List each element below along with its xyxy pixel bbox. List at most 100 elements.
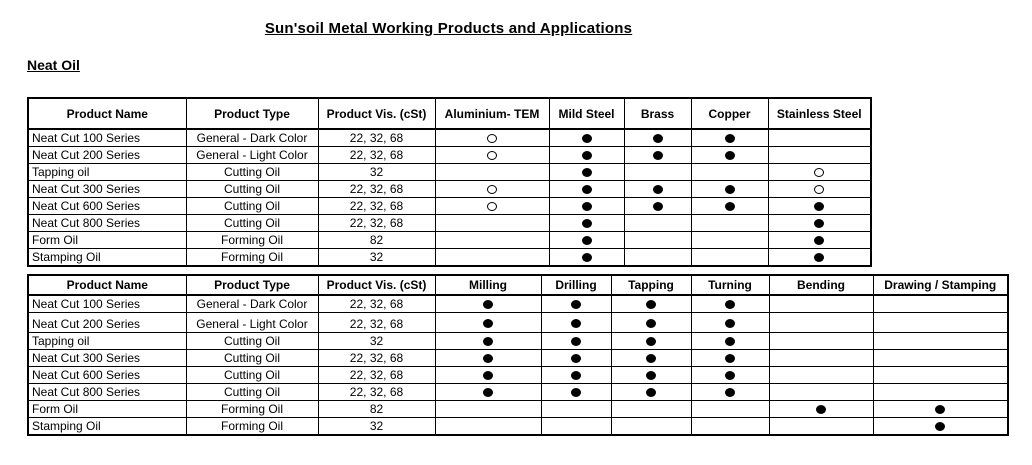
marker-cell [690,332,770,350]
column-header: Product Vis. (cSt) [317,97,436,130]
filled-circle-icon [571,300,581,310]
marker-cell [540,294,612,313]
marker-cell [768,417,874,436]
filled-circle-icon [581,185,592,195]
filled-circle-icon [483,371,493,381]
marker-cell [690,248,769,267]
product-type-cell: Forming Oil [185,248,319,267]
filled-circle-icon [571,388,581,398]
filled-circle-icon [571,337,581,347]
product-name-cell: Tapping oil [27,163,187,181]
marker-cell [690,400,770,418]
product-type-cell: Forming Oil [185,417,319,436]
filled-circle-icon [652,202,663,212]
product-type-cell: Cutting Oil [185,366,319,384]
product-viscosity-cell: 32 [317,248,436,267]
marker-cell [768,312,874,333]
marker-cell [434,332,542,350]
filled-circle-icon [581,134,592,144]
marker-cell [872,312,1009,333]
column-header: Stainless Steel [767,97,872,130]
product-type-cell: Forming Oil [185,231,319,249]
product-name-cell: Stamping Oil [27,248,187,267]
machining-applications-table: Product Name Product Type Product Vis. (cS… [27,274,1009,436]
marker-cell [623,248,692,267]
product-name-cell: Neat Cut 800 Series [27,383,187,401]
filled-circle-icon [724,185,735,195]
table-row: Neat Cut 300 Series Cutting Oil 22, 32, 68 [27,180,872,198]
table-row: Neat Cut 200 Series General - Light Color… [27,312,1009,333]
product-type-cell: General - Dark Color [185,294,319,313]
marker-cell [610,366,692,384]
filled-circle-icon [935,405,946,415]
materials-compatibility-table: Product Name Product Type Product Vis. (cS… [27,97,872,267]
marker-cell [767,248,872,267]
filled-circle-icon [646,337,656,347]
header-row: Product Name Product Type Product Vis. (cS… [27,274,1009,296]
table-row: Form Oil Forming Oil 82 [27,231,872,249]
product-viscosity-cell: 22, 32, 68 [317,294,436,313]
marker-cell [690,366,770,384]
filled-circle-icon [581,202,592,212]
title-wrap: Sun'soil Metal Working Products and Appl… [27,20,870,38]
marker-cell [623,214,692,232]
marker-cell [540,332,612,350]
filled-circle-icon [725,388,735,398]
filled-circle-icon [725,300,735,310]
marker-cell [434,349,542,367]
filled-circle-icon [724,202,735,212]
marker-cell [434,128,550,147]
marker-cell [540,349,612,367]
product-type-cell: Cutting Oil [185,383,319,401]
filled-circle-icon [581,236,592,246]
marker-cell [690,146,769,164]
filled-circle-icon [646,388,656,398]
filled-circle-icon [581,168,592,178]
filled-circle-icon [652,134,663,144]
filled-circle-icon [483,388,493,398]
marker-cell [872,417,1009,436]
column-header: Mild Steel [548,97,625,130]
table-row: Neat Cut 300 Series Cutting Oil 22, 32, 68 [27,349,1009,367]
column-header: Milling [434,274,542,296]
product-name-cell: Neat Cut 800 Series [27,214,187,232]
column-header: Drawing / Stamping [872,274,1009,296]
marker-cell [623,146,692,164]
product-type-cell: Cutting Oil [185,163,319,181]
filled-circle-icon [646,371,656,381]
marker-cell [768,383,874,401]
marker-cell [610,349,692,367]
open-circle-icon [487,134,497,144]
page-title: Sun'soil Metal Working Products and Appl… [264,20,633,37]
filled-circle-icon [725,319,735,329]
table-row: Neat Cut 800 Series Cutting Oil 22, 32, 68 [27,383,1009,401]
marker-cell [690,197,769,215]
product-type-cell: Cutting Oil [185,332,319,350]
product-name-cell: Neat Cut 100 Series [27,128,187,147]
marker-cell [690,163,769,181]
column-header: Product Vis. (cSt) [317,274,436,296]
product-viscosity-cell: 32 [317,163,436,181]
product-viscosity-cell: 82 [317,400,436,418]
marker-cell [767,197,872,215]
marker-cell [623,180,692,198]
marker-cell [540,312,612,333]
table-row: Neat Cut 600 Series Cutting Oil 22, 32, 68 [27,366,1009,384]
table-row: Stamping Oil Forming Oil 32 [27,417,1009,436]
filled-circle-icon [652,151,663,161]
marker-cell [548,214,625,232]
filled-circle-icon [725,354,735,364]
product-viscosity-cell: 22, 32, 68 [317,197,436,215]
marker-cell [690,383,770,401]
product-name-cell: Neat Cut 200 Series [27,146,187,164]
marker-cell [548,197,625,215]
filled-circle-icon [571,371,581,381]
filled-circle-icon [571,354,581,364]
marker-cell [434,163,550,181]
marker-cell [434,146,550,164]
product-type-cell: Cutting Oil [185,197,319,215]
marker-cell [548,231,625,249]
marker-cell [690,417,770,436]
product-name-cell: Form Oil [27,231,187,249]
